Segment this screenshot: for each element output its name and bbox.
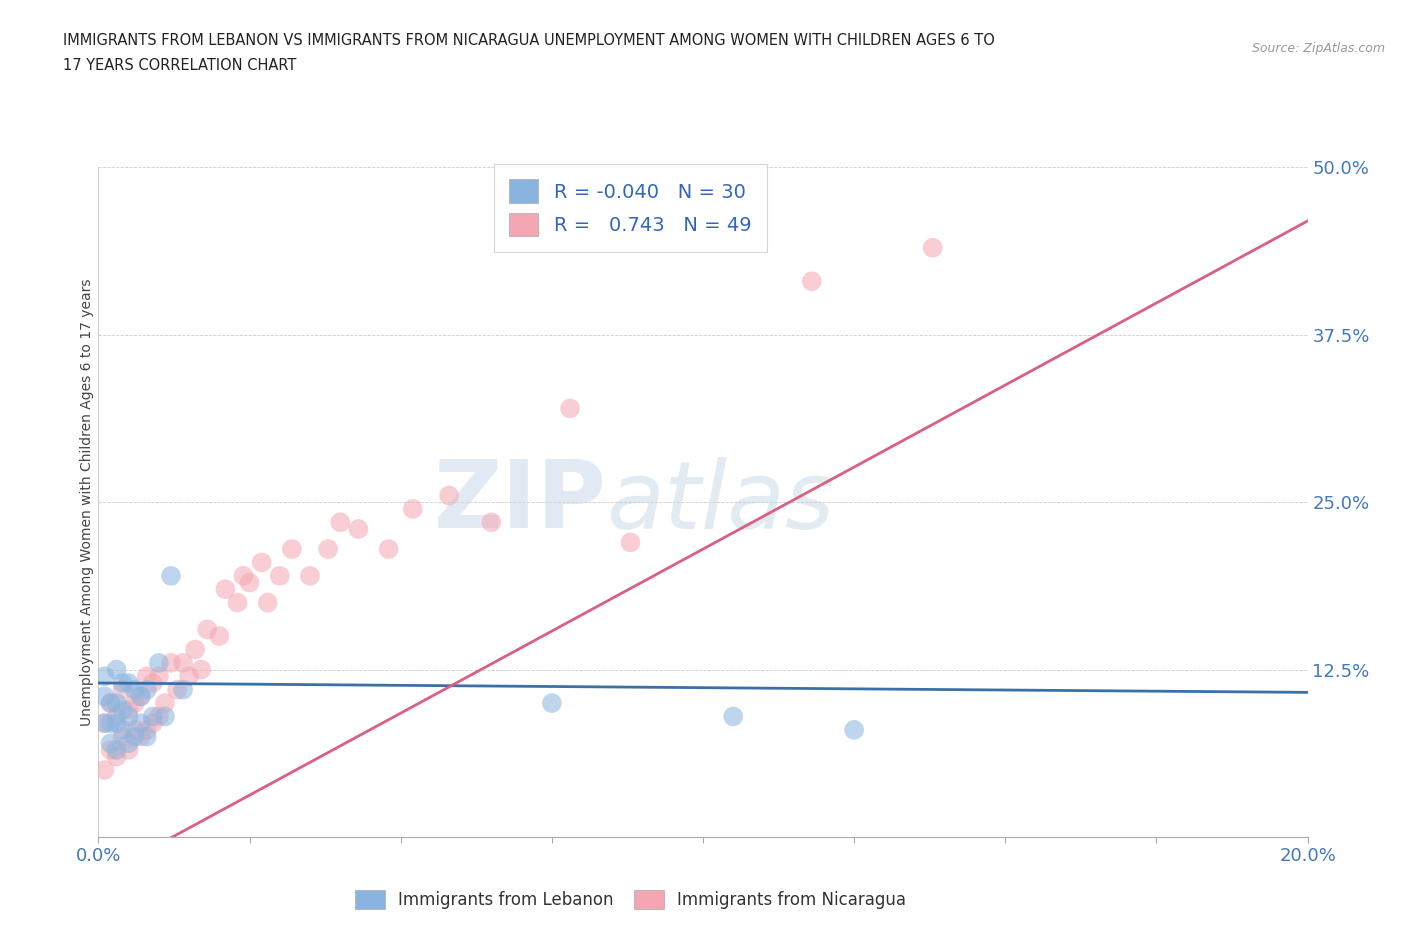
Point (239, 575, 262, 590)
Point (100, 696, 122, 711)
Point (184, 642, 207, 657)
Point (142, 675, 165, 690)
Text: atlas: atlas (606, 457, 835, 548)
Point (100, 696, 122, 711)
Point (142, 709, 165, 724)
Point (135, 723, 157, 737)
Text: ZIP: ZIP (433, 457, 606, 548)
Point (100, 742, 122, 757)
Point (105, 662, 128, 677)
Point (135, 729, 157, 744)
Point (105, 742, 128, 757)
Point (93, 763, 115, 777)
Point (190, 662, 212, 677)
Point (148, 709, 170, 724)
Point (135, 683, 157, 698)
Point (226, 595, 249, 610)
Point (135, 669, 157, 684)
Point (329, 515, 352, 530)
Point (844, 723, 866, 737)
Y-axis label: Unemployment Among Women with Children Ages 6 to 17 years: Unemployment Among Women with Children A… (80, 278, 94, 726)
Point (129, 689, 152, 704)
Point (93, 669, 115, 684)
Point (111, 723, 134, 737)
Point (93, 689, 115, 704)
Point (558, 401, 581, 416)
Point (118, 736, 141, 751)
Point (129, 716, 152, 731)
Point (921, 240, 943, 255)
Text: 17 YEARS CORRELATION CHART: 17 YEARS CORRELATION CHART (63, 58, 297, 73)
Point (269, 568, 291, 583)
Point (160, 656, 183, 671)
Point (437, 488, 460, 503)
Point (142, 716, 165, 731)
Point (124, 683, 146, 698)
Point (250, 555, 273, 570)
Point (105, 716, 128, 731)
Point (800, 273, 823, 288)
Point (214, 582, 236, 597)
Point (111, 729, 134, 744)
Point (619, 535, 641, 550)
Point (148, 656, 170, 671)
Point (105, 696, 128, 711)
Point (124, 729, 146, 744)
Point (208, 629, 231, 644)
Point (100, 716, 122, 731)
Point (129, 729, 152, 744)
Point (377, 541, 399, 556)
Point (105, 750, 128, 764)
Point (172, 656, 194, 671)
Point (111, 683, 134, 698)
Point (105, 709, 128, 724)
Point (153, 696, 176, 711)
Text: IMMIGRANTS FROM LEBANON VS IMMIGRANTS FROM NICARAGUA UNEMPLOYMENT AMONG WOMEN WI: IMMIGRANTS FROM LEBANON VS IMMIGRANTS FR… (63, 33, 995, 47)
Point (93, 716, 115, 731)
Point (281, 541, 304, 556)
Text: Source: ZipAtlas.com: Source: ZipAtlas.com (1251, 42, 1385, 55)
Point (118, 709, 141, 724)
Point (232, 568, 254, 583)
Legend: Immigrants from Lebanon, Immigrants from Nicaragua: Immigrants from Lebanon, Immigrants from… (349, 884, 912, 916)
Point (118, 702, 141, 717)
Point (124, 696, 146, 711)
Point (148, 669, 170, 684)
Point (316, 541, 339, 556)
Point (172, 683, 194, 698)
Point (111, 702, 134, 717)
Point (481, 515, 503, 530)
Point (256, 595, 278, 610)
Point (160, 568, 183, 583)
Point (166, 683, 188, 698)
Point (93, 716, 115, 731)
Point (118, 675, 141, 690)
Point (118, 742, 141, 757)
Point (540, 696, 562, 711)
Point (124, 723, 146, 737)
Point (721, 709, 744, 724)
Point (153, 709, 176, 724)
Point (129, 689, 152, 704)
Point (347, 522, 370, 537)
Point (100, 736, 122, 751)
Point (111, 675, 134, 690)
Point (299, 568, 322, 583)
Point (195, 622, 218, 637)
Point (177, 669, 201, 684)
Point (402, 501, 425, 516)
